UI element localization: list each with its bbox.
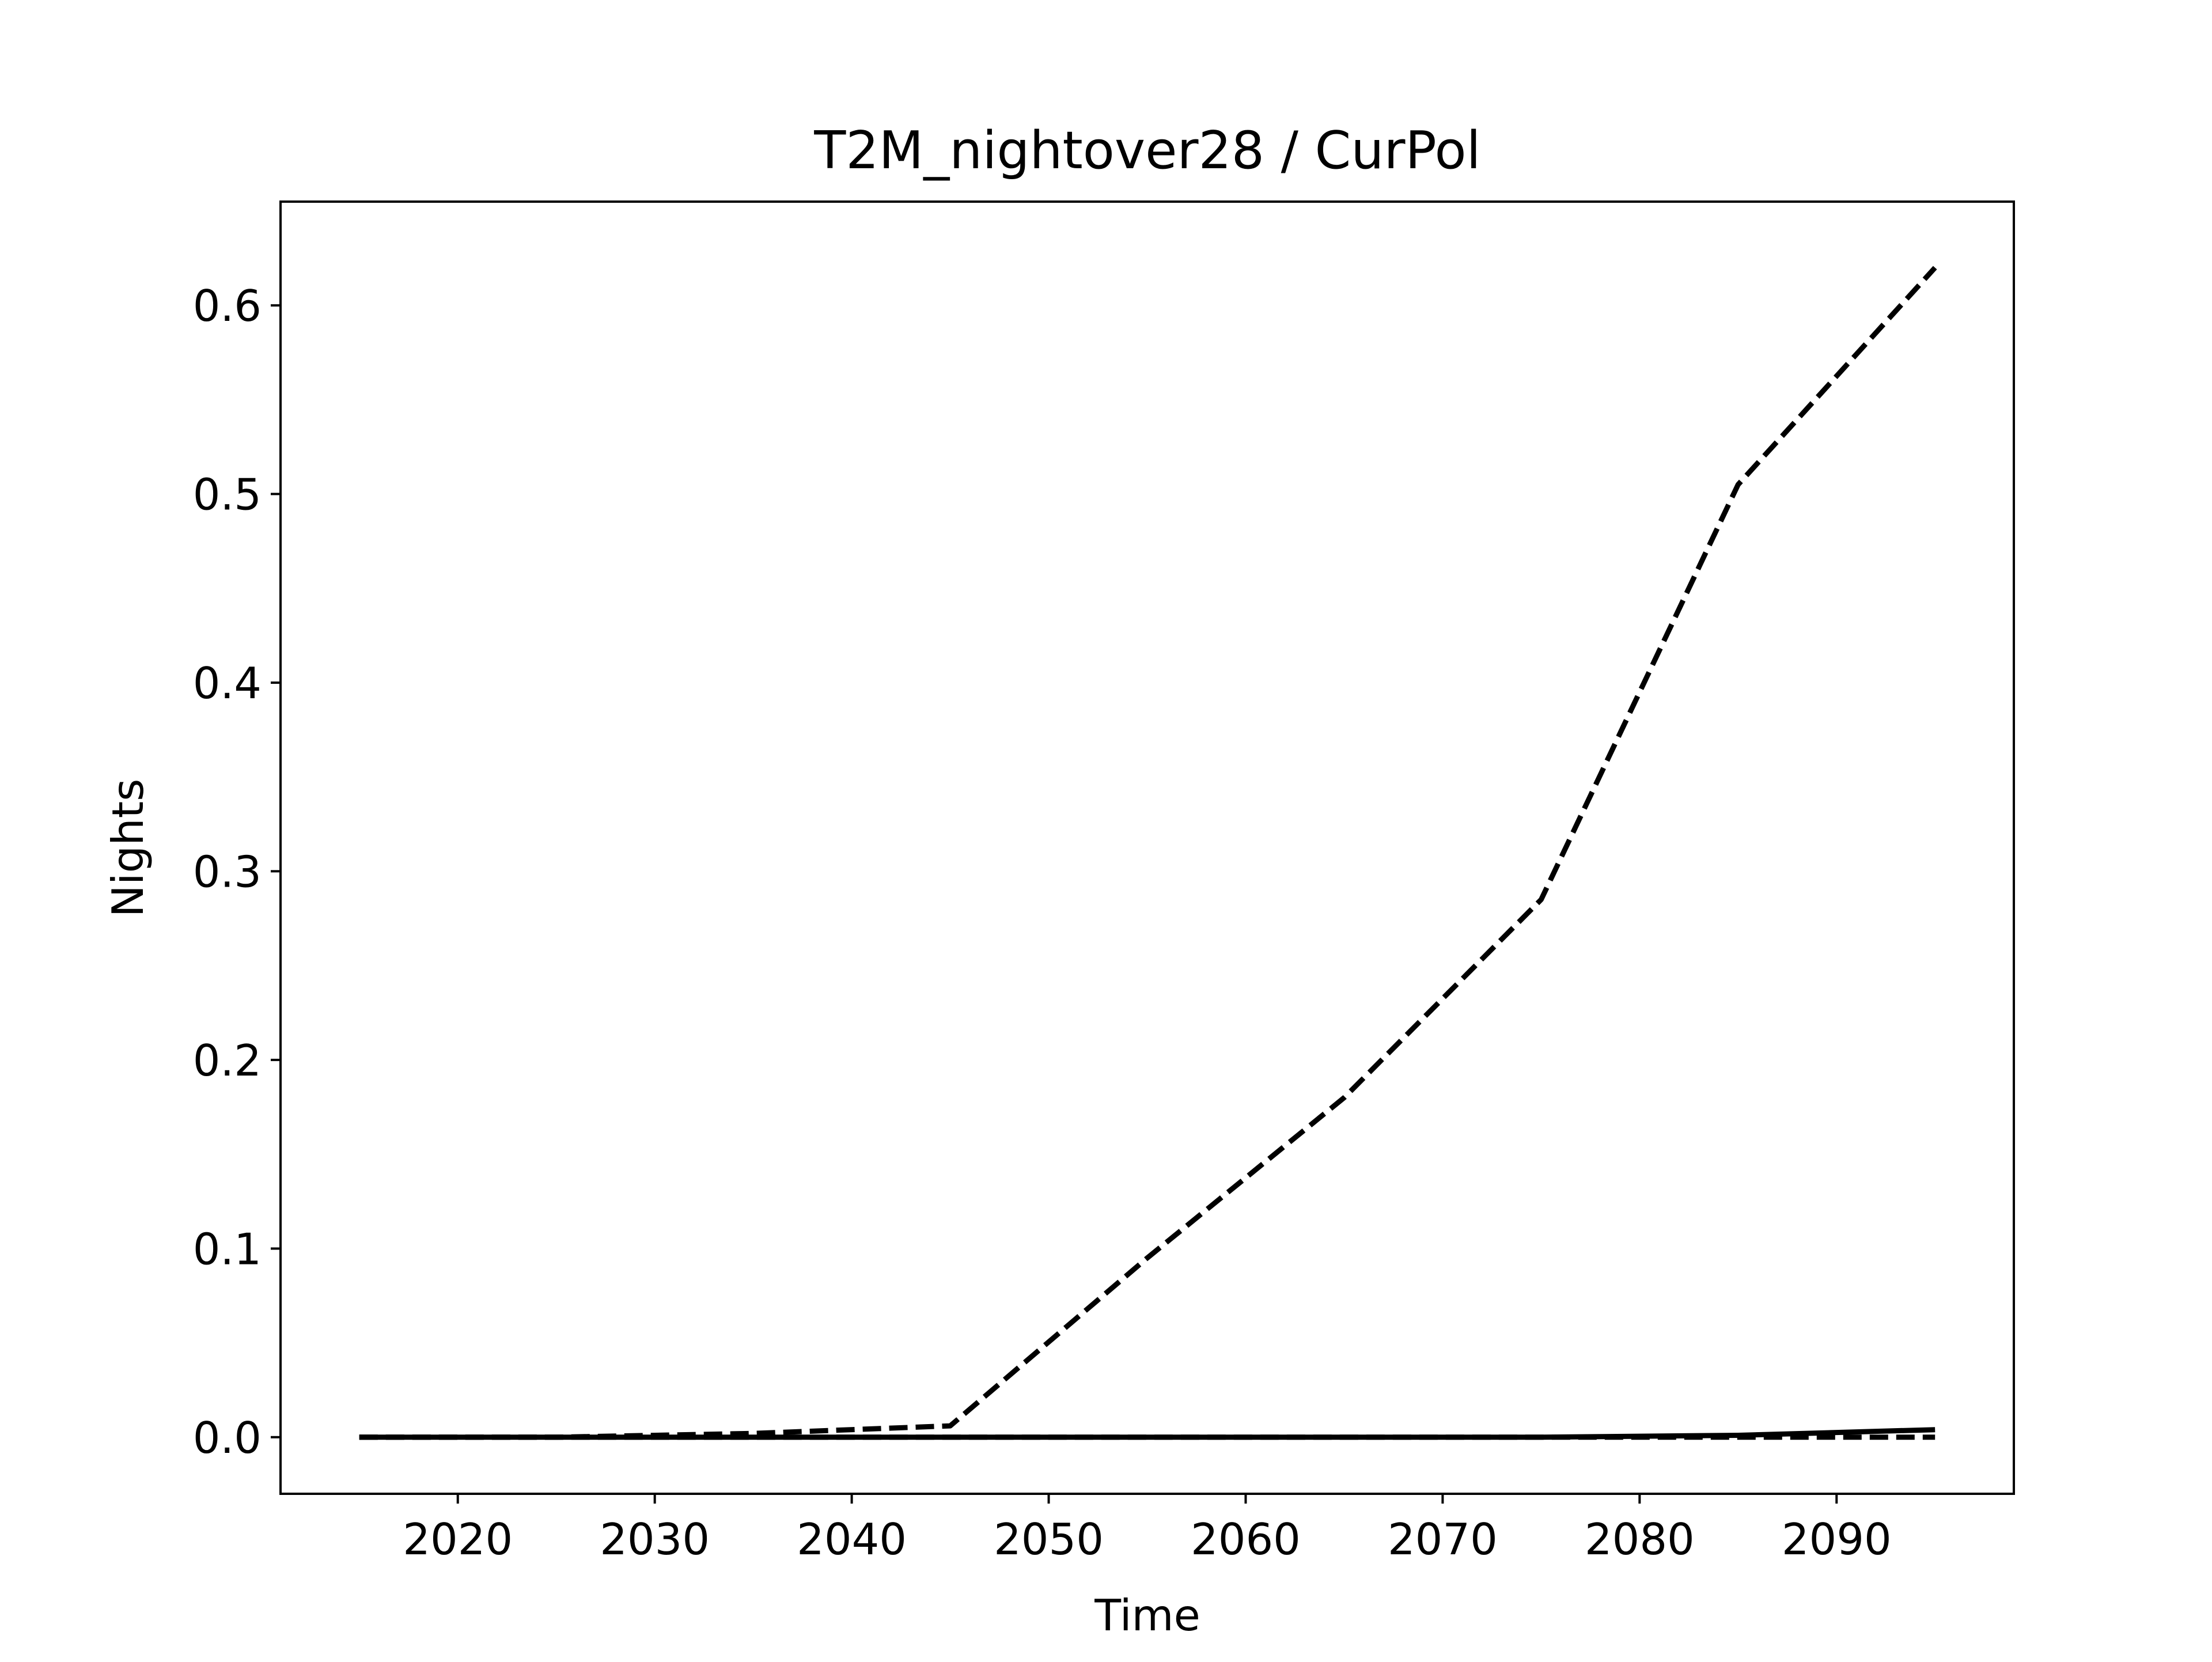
y-tick-label: 0.1 [193, 1224, 262, 1274]
x-tick-label: 2020 [403, 1514, 513, 1565]
y-axis-ticks: 0.0 0.1 0.2 0.3 0.4 0.5 0.6 [193, 281, 281, 1463]
chart-title: T2M_nightover28 / CurPol [813, 120, 1480, 181]
series-line-2 [359, 1427, 1936, 1440]
x-tick-label: 2070 [1388, 1514, 1498, 1565]
y-tick-label: 0.5 [193, 470, 262, 520]
x-tick-label: 2050 [994, 1514, 1104, 1565]
x-axis-ticks: 2020 2030 2040 2050 2060 2070 2080 2090 [403, 1494, 1892, 1565]
y-tick-label: 0.3 [193, 846, 262, 897]
x-axis-title: Time [1094, 1590, 1200, 1641]
x-tick-label: 2030 [600, 1514, 710, 1565]
x-tick-label: 2090 [1782, 1514, 1892, 1565]
x-tick-label: 2080 [1585, 1514, 1695, 1565]
x-tick-label: 2060 [1191, 1514, 1301, 1565]
series-layer [359, 266, 1937, 1440]
y-tick-label: 0.2 [193, 1035, 262, 1086]
y-axis-title: Nights [103, 779, 153, 918]
y-tick-label: 0.0 [193, 1413, 262, 1463]
plot-area-frame [279, 200, 2015, 1495]
y-tick-label: 0.6 [193, 281, 262, 331]
series-line-1 [359, 266, 1937, 1440]
y-tick-label: 0.4 [193, 658, 262, 709]
x-tick-label: 2040 [797, 1514, 907, 1565]
